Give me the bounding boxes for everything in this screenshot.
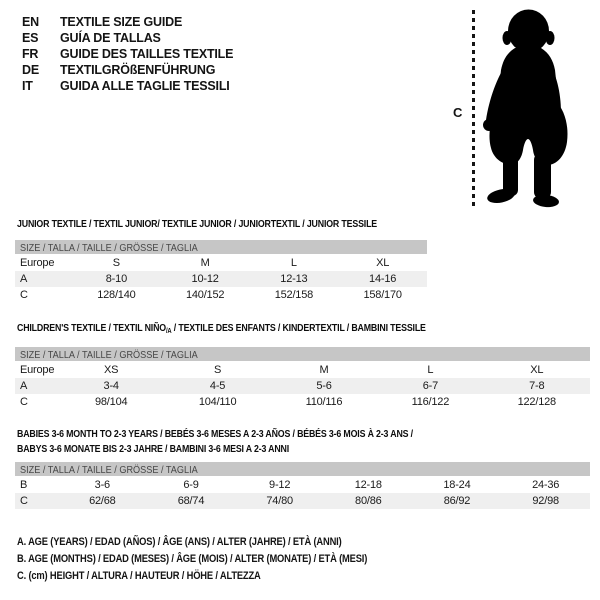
size-cell: 7-8 (529, 380, 545, 392)
table-row-europe: Europe S M L XL (15, 255, 427, 271)
row-label: C (20, 495, 28, 507)
title-line-2: BABYS 3-6 MONATE BIS 2-3 JAHRE / BAMBINI… (17, 443, 290, 455)
size-cell: 3-4 (103, 380, 120, 392)
size-cell: M (319, 364, 329, 376)
size-cell: 62/68 (89, 495, 116, 507)
size-cell: L (427, 364, 434, 376)
row-label: A (20, 273, 28, 285)
baby-silhouette-icon (483, 9, 568, 208)
table-row-age: A 3-4 4-5 5-6 6-7 7-8 (15, 378, 590, 394)
row-label: C (20, 289, 28, 301)
size-cell: 122/128 (517, 396, 557, 408)
size-cell: 80/86 (355, 495, 382, 507)
size-cell: 86/92 (443, 495, 471, 507)
title-line-1: BABIES 3-6 MONTH TO 2-3 YEARS / BEBÉS 3-… (17, 428, 413, 440)
size-cell: 5-6 (316, 380, 332, 392)
size-cell: 18-24 (443, 479, 471, 491)
size-cell: M (200, 257, 210, 269)
measure-label-c: C (453, 105, 463, 120)
language-code: EN (22, 15, 39, 29)
footnote-c: C. (cm) HEIGHT / ALTURA / HAUTEUR / HÖHE… (17, 570, 261, 582)
size-cell: 104/110 (198, 396, 237, 408)
height-measure-dashed-line (472, 10, 475, 207)
size-cell: 92/98 (532, 495, 559, 507)
footnote-a: A. AGE (YEARS) / EDAD (AÑOS) / ÂGE (ANS)… (17, 536, 342, 548)
table-row-height: C 98/104 104/110 110/116 116/122 122/128 (15, 394, 590, 410)
children-size-table: SIZE / TALLA / TAILLE / GRÖSSE / TAGLIA … (15, 347, 590, 410)
size-cell: 152/158 (274, 289, 314, 301)
size-cell: XL (376, 257, 390, 269)
language-code: DE (22, 63, 39, 77)
language-code: FR (22, 47, 39, 61)
language-label: GUÍA DE TALLAS (60, 31, 161, 45)
row-label: C (20, 396, 28, 408)
size-cell: 116/122 (411, 396, 450, 408)
size-cell: 74/80 (266, 495, 293, 507)
language-label: GUIDE DES TAILLES TEXTILE (60, 47, 234, 61)
table-row-height: C 62/68 68/74 74/80 80/86 86/92 92/98 (15, 493, 590, 509)
size-cell: 10-12 (191, 273, 219, 285)
size-cell: 12-13 (280, 273, 308, 285)
footnote-b: B. AGE (MONTHS) / EDAD (MESES) / ÂGE (MO… (17, 553, 368, 565)
size-cell: 128/140 (97, 289, 136, 301)
language-label: TEXTILE SIZE GUIDE (60, 15, 183, 29)
language-code: IT (22, 79, 33, 93)
size-cell: 158/170 (363, 289, 402, 301)
language-row-it: IT GUIDA ALLE TAGLIE TESSILI (22, 78, 233, 94)
size-cell: 140/152 (185, 289, 225, 301)
language-row-es: ES GUÍA DE TALLAS (22, 30, 233, 46)
size-cell: 4-5 (209, 380, 226, 392)
table-row-height: C 128/140 140/152 152/158 158/170 (15, 287, 427, 303)
language-guide: EN TEXTILE SIZE GUIDE ES GUÍA DE TALLAS FR… (22, 14, 233, 94)
section-title-junior: JUNIOR TEXTILE / TEXTIL JUNIOR/ TEXTILE … (17, 218, 378, 230)
row-label: Europe (20, 364, 55, 376)
size-cell: L (290, 257, 297, 269)
size-cell: 9-12 (269, 479, 291, 491)
title-text: / TEXTILE DES ENFANTS / KINDERTEXTIL / B… (171, 322, 426, 334)
section-title-children: CHILDREN'S TEXTILE / TEXTIL NIÑO/A / TEX… (17, 321, 426, 339)
title-subscript: /A (165, 328, 172, 335)
size-cell: S (214, 364, 222, 376)
size-header-bar: SIZE / TALLA / TAILLE / GRÖSSE / TAGLIA (15, 347, 590, 361)
title-text: CHILDREN'S TEXTILE / TEXTIL NIÑO (17, 322, 166, 334)
size-header-label: SIZE / TALLA / TAILLE / GRÖSSE / TAGLIA (20, 349, 198, 361)
babies-size-table: SIZE / TALLA / TAILLE / GRÖSSE / TAGLIA … (15, 462, 590, 509)
size-header-label: SIZE / TALLA / TAILLE / GRÖSSE / TAGLIA (20, 464, 198, 476)
size-cell: 24-36 (532, 479, 560, 491)
language-label: GUIDA ALLE TAGLIE TESSILI (60, 79, 230, 93)
size-header-label: SIZE / TALLA / TAILLE / GRÖSSE / TAGLIA (20, 242, 198, 254)
language-row-fr: FR GUIDE DES TAILLES TEXTILE (22, 46, 233, 62)
size-cell: 6-9 (183, 479, 199, 491)
size-cell: 98/104 (94, 396, 128, 408)
size-cell: 8-10 (105, 273, 127, 285)
table-row-age: A 8-10 10-12 12-13 14-16 (15, 271, 427, 287)
table-row-europe: Europe XS S M L XL (15, 362, 590, 378)
size-cell: 6-7 (422, 380, 439, 392)
size-cell: XL (530, 364, 544, 376)
size-cell: S (112, 257, 120, 269)
size-cell: 12-18 (354, 479, 382, 491)
row-label: Europe (20, 257, 55, 269)
table-row-months: B 3-6 6-9 9-12 12-18 18-24 24-36 (15, 477, 590, 493)
size-cell: 68/74 (177, 495, 205, 507)
junior-size-table: SIZE / TALLA / TAILLE / GRÖSSE / TAGLIA … (15, 240, 427, 303)
language-label: TEXTILGRÖßENFÜHRUNG (60, 63, 216, 77)
section-title-babies: BABIES 3-6 MONTH TO 2-3 YEARS / BEBÉS 3-… (17, 427, 413, 457)
footnotes: A. AGE (YEARS) / EDAD (AÑOS) / ÂGE (ANS)… (17, 534, 429, 585)
language-code: ES (22, 31, 39, 45)
size-header-bar: SIZE / TALLA / TAILLE / GRÖSSE / TAGLIA (15, 240, 427, 254)
language-row-de: DE TEXTILGRÖßENFÜHRUNG (22, 62, 233, 78)
row-label: A (20, 380, 28, 392)
size-cell: 110/116 (305, 396, 343, 408)
size-cell: 14-16 (369, 273, 397, 285)
size-cell: 3-6 (94, 479, 111, 491)
size-header-bar: SIZE / TALLA / TAILLE / GRÖSSE / TAGLIA (15, 462, 590, 476)
row-label: B (20, 479, 28, 491)
size-cell: XS (104, 364, 119, 376)
language-row-en: EN TEXTILE SIZE GUIDE (22, 14, 233, 30)
